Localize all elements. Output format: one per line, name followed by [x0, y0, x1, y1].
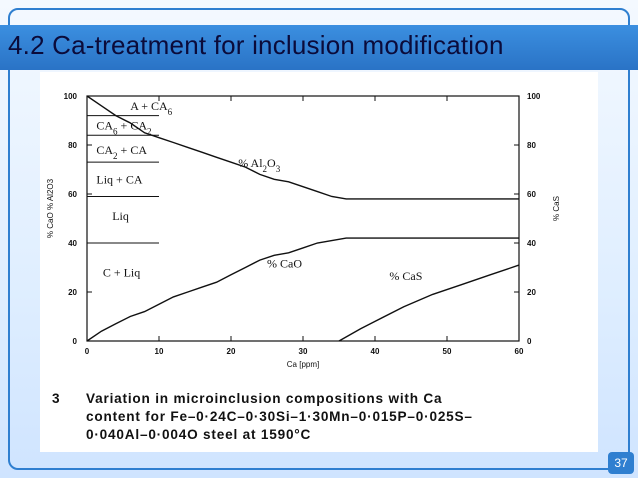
x-tick-label: 50: [443, 347, 452, 356]
x-tick-label: 20: [227, 347, 236, 356]
caption-line: content for Fe–0·24C–0·30Si–1·30Mn–0·015…: [86, 409, 473, 424]
series-label: % Al2O3: [238, 156, 281, 174]
phase-region-label: Liq: [112, 209, 129, 223]
y-tick-label-right: 40: [527, 239, 536, 248]
x-axis-label: Ca [ppm]: [287, 360, 319, 369]
y-tick-label-left: 0: [73, 337, 78, 346]
y-tick-label-right: 20: [527, 288, 536, 297]
phase-region-label: CA2 + CA: [96, 143, 147, 161]
x-tick-label: 40: [371, 347, 380, 356]
phase-region-label: CA6 + CA2: [96, 118, 151, 136]
series-line: [86, 237, 519, 342]
y-tick-label-right: 60: [527, 190, 536, 199]
caption-line: 0·040Al–0·004O steel at 1590°C: [86, 427, 312, 442]
phase-region-label: C + Liq: [103, 265, 140, 279]
y-tick-label-left: 80: [68, 141, 77, 150]
y-tick-label-left: 20: [68, 288, 77, 297]
y-tick-label-left: 40: [68, 239, 77, 248]
phase-region-label: Liq + CA: [96, 172, 142, 186]
series-line: [338, 264, 520, 342]
series-label: % CaO: [267, 257, 302, 271]
slide-frame: [8, 8, 630, 470]
x-tick-label: 30: [299, 347, 308, 356]
title-bar: [0, 25, 638, 70]
y-tick-label-right: 0: [527, 337, 532, 346]
y-tick-label-right: 80: [527, 141, 536, 150]
y-tick-label-left: 100: [64, 92, 78, 101]
y-tick-label-left: 60: [68, 190, 77, 199]
x-tick-label: 10: [155, 347, 164, 356]
x-tick-label: 0: [85, 347, 90, 356]
figure-panel: 0 10 20 30 40 50 60 0 0 20 20 40 40 60 60 80 80 100 100 Ca …: [40, 72, 598, 452]
caption-line: Variation in microinclusion compositions…: [86, 391, 443, 406]
plot-frame: [86, 95, 520, 342]
series-label: % CaS: [389, 269, 422, 283]
caption-number: 3: [52, 391, 61, 406]
y-axis-label-right: % CaS: [552, 196, 561, 221]
y-tick-label-right: 100: [527, 92, 541, 101]
series-line: [86, 95, 519, 200]
y-axis-label-left: % CaO % Al2O3: [46, 178, 55, 238]
slide-title: 4.2 Ca-treatment for inclusion modificat…: [8, 30, 504, 60]
x-tick-label: 60: [515, 347, 524, 356]
phase-region-label: A + CA6: [130, 99, 172, 117]
page-number: 37: [608, 452, 634, 474]
